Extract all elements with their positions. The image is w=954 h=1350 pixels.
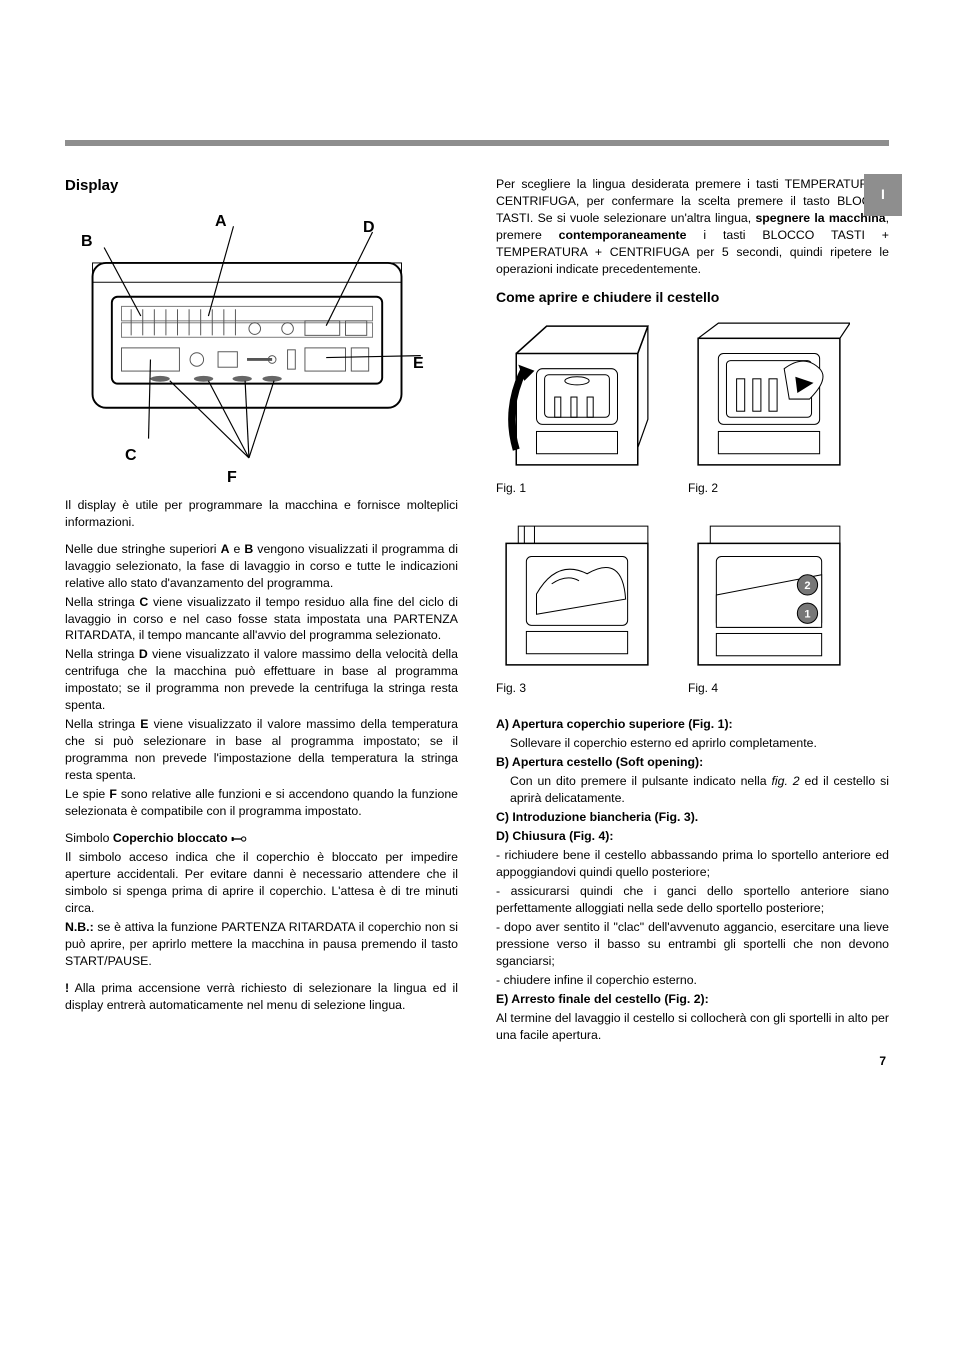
svg-text:2: 2 xyxy=(804,580,810,592)
t: C xyxy=(139,595,148,609)
svg-text:1: 1 xyxy=(804,608,810,620)
header-bar xyxy=(65,140,889,146)
t: se è attiva la funzione PARTENZA RITARDA… xyxy=(65,920,458,968)
para-intro: Il display è utile per programmare la ma… xyxy=(65,497,458,531)
para-d: Nella stringa D viene visualizzato il va… xyxy=(65,646,458,714)
t: N.B.: xyxy=(65,920,94,934)
t: Coperchio bloccato xyxy=(113,831,231,845)
lock-heading: Simbolo Coperchio bloccato xyxy=(65,830,458,847)
display-svg xyxy=(65,205,458,485)
left-column: Display A B C D E F xyxy=(65,176,458,1054)
fig2-caption: Fig. 2 xyxy=(688,480,850,497)
fig3-caption: Fig. 3 xyxy=(496,680,658,697)
step-d-b3: - dopo aver sentito il "clac" dell'avven… xyxy=(496,919,889,970)
step-b-b: Con un dito premere il pulsante indicato… xyxy=(496,773,889,807)
t: fig. 2 xyxy=(771,774,799,788)
lock-icon xyxy=(231,835,247,843)
page-number: 7 xyxy=(879,1053,886,1070)
language-tab: I xyxy=(864,174,902,216)
fig1-caption: Fig. 1 xyxy=(496,480,658,497)
display-heading-row: Display xyxy=(65,176,458,205)
fig3-box: Fig. 3 xyxy=(496,517,658,713)
t: Nella stringa xyxy=(65,647,139,661)
para-f: Le spie F sono relative alle funzioni e … xyxy=(65,786,458,820)
fig1-box: Fig. 1 xyxy=(496,317,658,513)
display-heading: Display xyxy=(65,176,118,197)
t: Con un dito premere il pulsante indicato… xyxy=(510,774,771,788)
fig2-box: Fig. 2 xyxy=(688,317,850,513)
label-f: F xyxy=(227,467,237,489)
t: Nelle due stringhe superiori xyxy=(65,542,221,556)
fig4-svg: 2 1 xyxy=(688,517,850,671)
t: Alla prima accensione verrà richiesto di… xyxy=(65,981,458,1012)
step-a-b: Sollevare il coperchio esterno ed aprirl… xyxy=(496,735,889,752)
lock-body: Il simbolo acceso indica che il coperchi… xyxy=(65,849,458,917)
step-d-h: D) Chiusura (Fig. 4): xyxy=(496,828,889,845)
t: Le spie xyxy=(65,787,109,801)
label-e: E xyxy=(413,353,424,375)
t: Simbolo xyxy=(65,831,113,845)
fig2-svg xyxy=(688,317,850,471)
t: Nella stringa xyxy=(65,717,140,731)
step-d-b2: - assicurarsi quindi che i ganci dello s… xyxy=(496,883,889,917)
t: F xyxy=(109,787,117,801)
label-b: B xyxy=(81,231,93,253)
step-b-h: B) Apertura cestello (Soft opening): xyxy=(496,754,889,771)
t: B xyxy=(244,542,253,556)
label-c: C xyxy=(125,445,137,467)
para-ab: Nelle due stringhe superiori A e B vengo… xyxy=(65,541,458,592)
fig3-svg xyxy=(496,517,658,671)
display-diagram: A B C D E F xyxy=(65,205,458,485)
fig4-box: 2 1 Fig. 4 xyxy=(688,517,850,713)
para-e: Nella stringa E viene visualizzato il va… xyxy=(65,716,458,784)
warn: ! Alla prima accensione verrà richiesto … xyxy=(65,980,458,1014)
step-c-h: C) Introduzione biancheria (Fig. 3). xyxy=(496,809,889,826)
step-e-b: Al termine del lavaggio il cestello si c… xyxy=(496,1010,889,1044)
right-column: Per scegliere la lingua desiderata preme… xyxy=(496,176,889,1054)
label-a: A xyxy=(215,211,227,233)
lang-intro: Per scegliere la lingua desiderata preme… xyxy=(496,176,889,278)
step-d-b4: - chiudere infine il coperchio esterno. xyxy=(496,972,889,989)
t: e xyxy=(229,542,244,556)
t: contemporaneamente xyxy=(559,228,687,242)
fig-row-2: Fig. 3 2 1 Fig. 4 xyxy=(496,517,889,713)
step-a-h: A) Apertura coperchio superiore (Fig. 1)… xyxy=(496,716,889,733)
nb: N.B.: se è attiva la funzione PARTENZA R… xyxy=(65,919,458,970)
open-close-heading: Come aprire e chiudere il cestello xyxy=(496,288,889,307)
fig-row-1: Fig. 1 xyxy=(496,317,889,513)
t: D xyxy=(139,647,148,661)
fig4-caption: Fig. 4 xyxy=(688,680,850,697)
t: Nella stringa xyxy=(65,595,139,609)
label-d: D xyxy=(363,217,375,239)
fig1-svg xyxy=(496,317,658,471)
t: sono relative alle funzioni e si accendo… xyxy=(65,787,458,818)
step-e-h: E) Arresto finale del cestello (Fig. 2): xyxy=(496,991,889,1008)
step-d-b1: - richiudere bene il cestello abbassando… xyxy=(496,847,889,881)
para-c: Nella stringa C viene visualizzato il te… xyxy=(65,594,458,645)
